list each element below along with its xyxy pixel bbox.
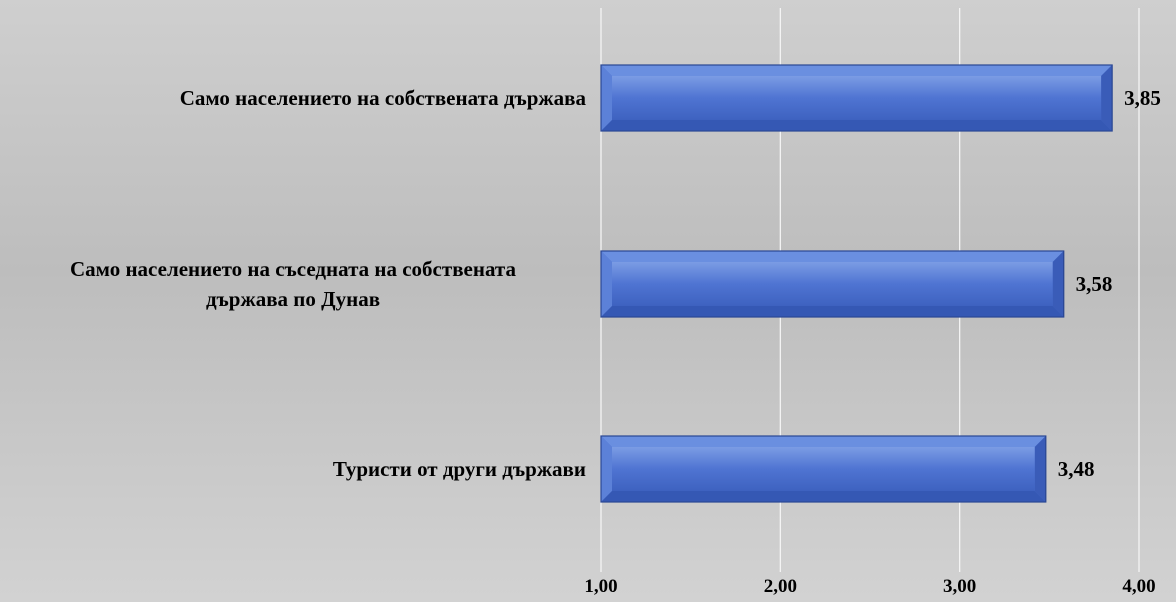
- bar-bevel-bottom: [601, 120, 1113, 131]
- bar-bevel-bottom: [601, 491, 1046, 502]
- value-label: 3,85: [1124, 86, 1161, 110]
- value-label: 3,48: [1058, 457, 1095, 481]
- x-tick-label: 3,00: [943, 576, 976, 597]
- bar-bevel-right: [1052, 251, 1064, 317]
- bar: [600, 250, 1065, 318]
- x-tick-label: 2,00: [764, 576, 797, 597]
- labels: 1,00 2,00 3,00 4,00 3,85 Само населението на …: [70, 86, 1161, 597]
- category-label: държава по Дунав: [206, 287, 380, 311]
- bar-bevel-top: [601, 436, 1046, 447]
- bar: [600, 64, 1113, 132]
- bar-bevel-left: [601, 251, 612, 317]
- category-label: Туристи от други държави: [333, 457, 586, 481]
- bar-bevel-top: [601, 251, 1064, 262]
- bar-face: [612, 262, 1053, 306]
- bars: [600, 64, 1113, 503]
- bar-face: [612, 447, 1035, 491]
- category-label: Само населението на собствената държава: [180, 86, 587, 110]
- x-tick-label: 4,00: [1122, 576, 1155, 597]
- bar-bevel-left: [601, 436, 612, 502]
- bar-bevel-right: [1101, 65, 1113, 131]
- bar-bevel-right: [1034, 436, 1046, 502]
- value-label: 3,58: [1076, 272, 1113, 296]
- bar-outline: [600, 250, 1065, 318]
- bar-bevel-bottom: [601, 306, 1064, 317]
- bar-face: [612, 76, 1102, 120]
- bar-bevel-left: [601, 65, 612, 131]
- category-label: Само населението на съседната на собстве…: [70, 257, 516, 281]
- bar-outline: [600, 435, 1047, 503]
- bar-bevel-top: [601, 65, 1113, 76]
- x-tick-label: 1,00: [584, 576, 617, 597]
- bar: [600, 435, 1047, 503]
- bar-outline: [600, 64, 1113, 132]
